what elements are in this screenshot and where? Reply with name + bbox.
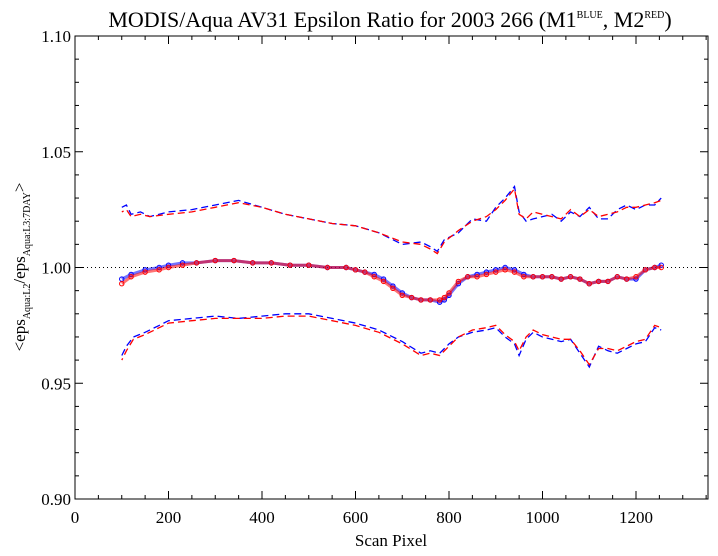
data-point xyxy=(586,281,592,287)
x-axis-label: Scan Pixel xyxy=(355,531,428,550)
bound-line xyxy=(121,313,662,369)
data-point xyxy=(179,262,186,268)
data-point xyxy=(474,274,480,280)
data-point xyxy=(156,267,162,273)
y-tick-label: 1.00 xyxy=(41,259,71,278)
data-point xyxy=(595,278,602,285)
data-point xyxy=(380,278,387,285)
data-point xyxy=(390,285,396,292)
bound-line xyxy=(121,187,662,255)
data-point xyxy=(441,294,448,301)
data-point xyxy=(530,274,536,280)
bound-line xyxy=(121,315,662,366)
y-tick-labels: 0.90 0.95 1.00 1.05 1.10 xyxy=(41,27,71,509)
data-point xyxy=(212,257,218,264)
series-m2-lower-bound xyxy=(121,315,662,366)
data-point xyxy=(362,269,368,275)
mean-trace xyxy=(120,259,662,302)
data-point xyxy=(418,297,424,303)
title-end: ) xyxy=(664,7,671,32)
data-point xyxy=(193,260,200,266)
x-tick-label: 400 xyxy=(249,508,275,527)
series-m1-lower-bound xyxy=(121,313,662,369)
x-tick-label: 800 xyxy=(436,508,462,527)
data-point xyxy=(324,264,331,271)
data-point xyxy=(165,264,172,271)
y-tick-label: 1.05 xyxy=(41,143,71,162)
data-point xyxy=(231,257,237,264)
series-layer xyxy=(119,184,664,369)
ylabel-mid: /eps xyxy=(10,256,29,283)
ylabel-sub2: Aqua:L3:7DAY xyxy=(22,192,33,256)
data-point xyxy=(502,267,508,273)
chart-title: MODIS/Aqua AV31 Epsilon Ratio for 2003 2… xyxy=(108,7,671,32)
data-point xyxy=(436,297,443,303)
y-axis-label: <epsAqua:L2/epsAqua:L3:7DAY> xyxy=(10,183,33,352)
data-point xyxy=(567,274,574,280)
x-tick-label: 1000 xyxy=(526,508,560,527)
data-point xyxy=(652,264,658,271)
ylabel-sub1: Aqua:L2 xyxy=(22,284,33,320)
x-tick-label: 0 xyxy=(71,508,80,527)
x-tick-labels: 0 200 400 600 800 1000 1200 xyxy=(71,508,653,527)
data-point xyxy=(343,264,349,271)
series-m2-mean xyxy=(119,257,664,303)
y-tick-label: 0.90 xyxy=(41,490,71,509)
data-point xyxy=(455,278,462,285)
data-point xyxy=(268,260,275,266)
data-point xyxy=(119,281,125,287)
data-point xyxy=(633,274,639,280)
title-sup-blue: BLUE xyxy=(577,10,603,21)
data-point xyxy=(371,274,377,280)
data-point xyxy=(446,290,452,296)
x-tick-label: 1200 xyxy=(619,508,653,527)
data-point xyxy=(352,267,359,273)
data-point xyxy=(408,294,415,301)
data-point xyxy=(658,264,664,271)
data-point xyxy=(306,262,312,268)
axis-ticks xyxy=(74,35,708,500)
data-point xyxy=(521,274,527,280)
title-mid: , M2 xyxy=(603,7,645,32)
ylabel-end: > xyxy=(10,183,29,193)
data-point xyxy=(493,269,499,275)
data-point xyxy=(399,292,405,298)
x-tick-label: 200 xyxy=(156,508,182,527)
title-main: MODIS/Aqua AV31 Epsilon Ratio for 2003 2… xyxy=(108,7,576,32)
data-point xyxy=(539,274,546,280)
data-point xyxy=(549,274,555,280)
data-point xyxy=(249,260,256,266)
data-point xyxy=(614,274,621,280)
ylabel-pre: <eps xyxy=(10,319,29,351)
bound-line xyxy=(121,184,662,253)
data-point xyxy=(511,269,518,275)
y-tick-label: 1.10 xyxy=(41,27,71,46)
y-tick-label: 0.95 xyxy=(41,374,71,393)
data-point xyxy=(465,274,471,280)
title-sup-red: RED xyxy=(644,10,664,21)
data-point xyxy=(577,276,583,282)
data-point xyxy=(427,297,434,303)
x-tick-label: 600 xyxy=(343,508,369,527)
data-point xyxy=(658,262,664,268)
data-point xyxy=(483,271,490,278)
data-point xyxy=(558,276,564,282)
data-point xyxy=(623,276,630,282)
data-point xyxy=(128,274,134,280)
series-m2-upper-bound xyxy=(121,187,662,255)
data-point xyxy=(142,269,148,275)
data-point xyxy=(642,267,649,273)
series-m1-upper-bound xyxy=(121,184,662,253)
data-point xyxy=(605,278,611,285)
data-point xyxy=(287,262,293,268)
